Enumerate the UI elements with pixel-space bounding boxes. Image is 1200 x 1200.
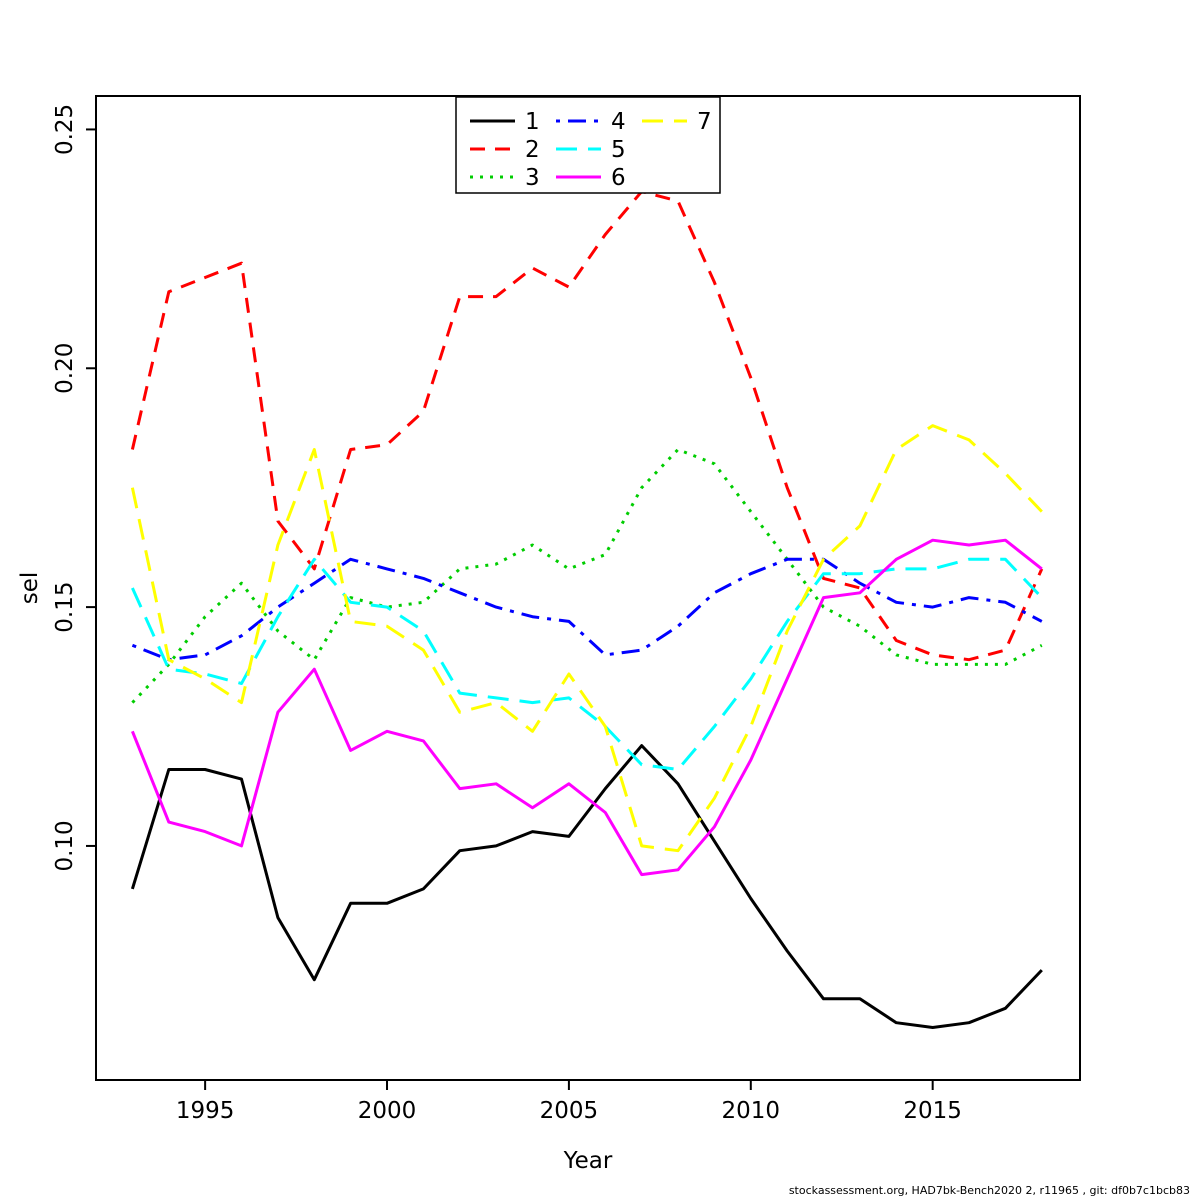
legend-label-6: 6 (611, 165, 626, 191)
x-tick-label: 2000 (358, 1098, 417, 1124)
x-tick-label: 2010 (722, 1098, 781, 1124)
y-tick-label: 0.20 (52, 343, 78, 394)
legend-label-7: 7 (697, 109, 712, 135)
legend-label-4: 4 (611, 109, 626, 135)
legend-label-5: 5 (611, 137, 626, 163)
x-tick-label: 2005 (540, 1098, 599, 1124)
legend-box (455, 96, 721, 194)
series-line-1 (130, 744, 1043, 1029)
legend-label-1: 1 (525, 109, 540, 135)
legend-label-3: 3 (525, 165, 540, 191)
plot-box (95, 95, 1081, 1081)
y-tick-label: 0.15 (52, 581, 78, 632)
x-axis-label: Year (563, 1148, 613, 1174)
y-tick-label: 0.25 (52, 104, 78, 155)
x-tick-label: 2015 (903, 1098, 962, 1124)
footer-attribution: stockassessment.org, HAD7bk-Bench2020 2,… (788, 1184, 1190, 1197)
y-tick-label: 0.10 (52, 820, 78, 871)
series-line-4 (131, 557, 1043, 662)
x-tick-label: 1995 (176, 1098, 235, 1124)
series-line-2 (130, 190, 1044, 662)
y-axis-label: sel (17, 571, 43, 605)
series-line-3 (131, 448, 1043, 704)
legend-label-2: 2 (525, 137, 540, 163)
series-line-5 (131, 557, 1043, 771)
series-line-6 (131, 538, 1043, 877)
series-line-7 (130, 424, 1043, 853)
